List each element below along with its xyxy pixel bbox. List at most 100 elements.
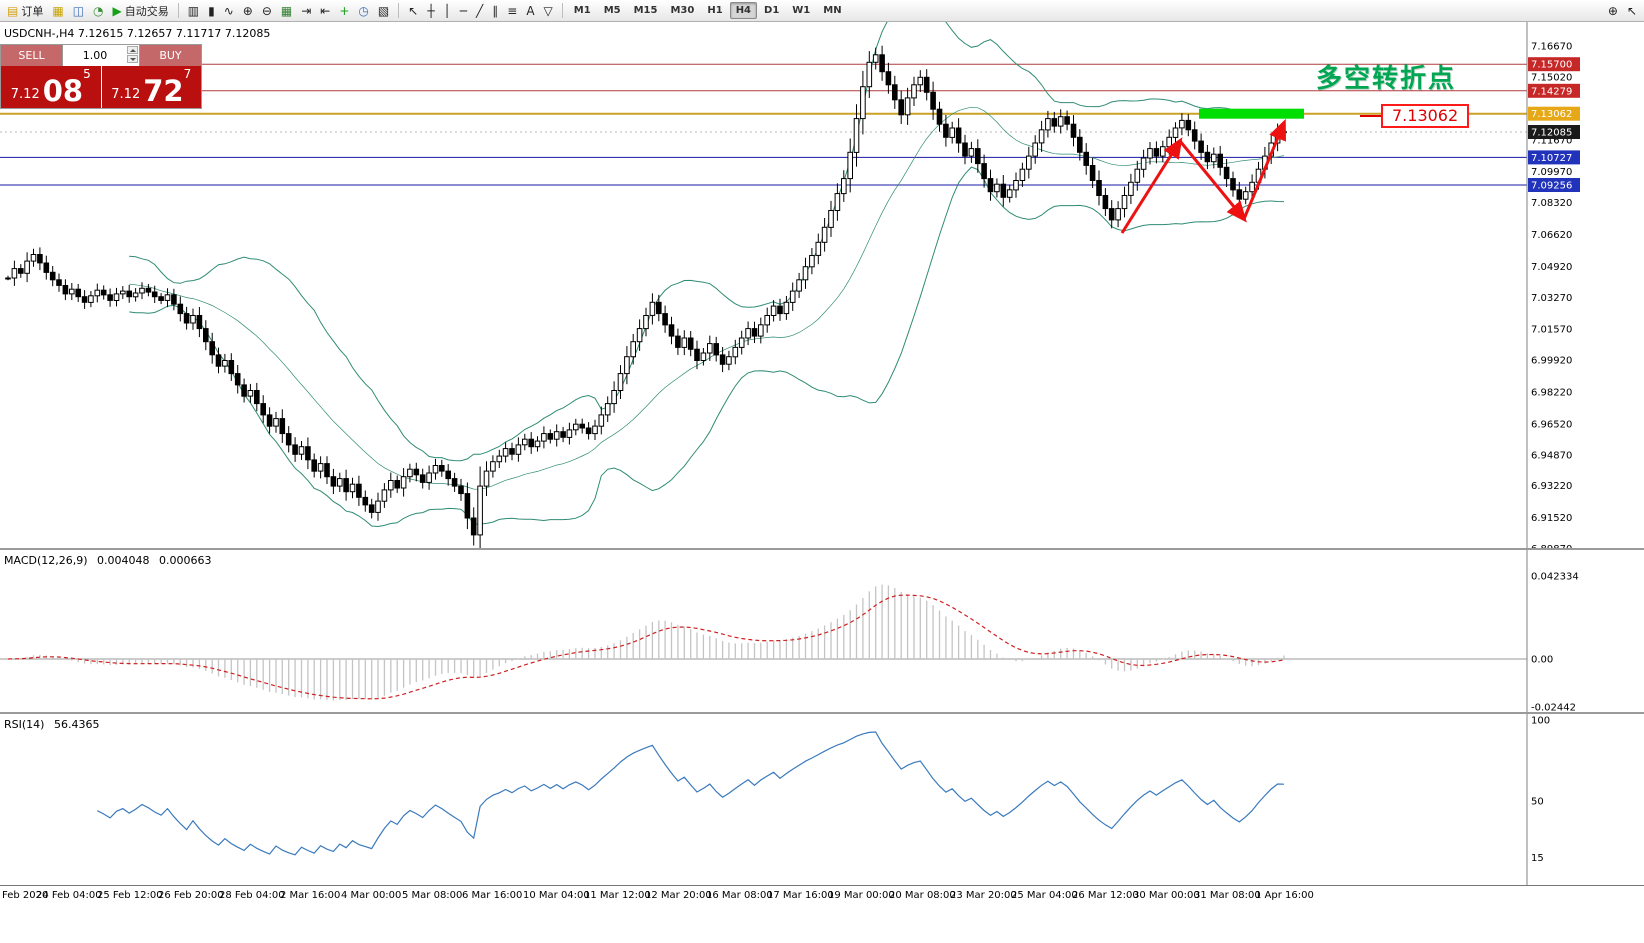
svg-text:7.04920: 7.04920 <box>1531 262 1572 273</box>
timeframe-m15[interactable]: M15 <box>628 2 664 19</box>
svg-text:7.15700: 7.15700 <box>1531 60 1572 71</box>
time-axis[interactable]: Feb 2020 24 Feb 04:00 25 Feb 12:00 26 Feb 2… <box>0 885 1644 909</box>
time-axis-label: 26 Mar 12:00 <box>1072 890 1139 901</box>
timeframe-mn[interactable]: MN <box>817 2 847 19</box>
time-axis-label: 19 Mar 00:00 <box>828 890 895 901</box>
time-axis-label: 25 Mar 04:00 <box>1011 890 1078 901</box>
svg-text:7.09970: 7.09970 <box>1531 167 1572 178</box>
svg-text:7.11670: 7.11670 <box>1531 135 1572 146</box>
auto-scroll[interactable]: ⇥ <box>297 2 315 20</box>
autotrading-icon: ▶ <box>112 3 122 18</box>
svg-text:6.89870: 6.89870 <box>1531 544 1572 548</box>
volume-input[interactable] <box>63 45 139 66</box>
timeframe-m1[interactable]: M1 <box>568 2 597 19</box>
svg-text:-0.02442: -0.02442 <box>1531 703 1576 713</box>
main-chart-panel: 7.16670 7.15020 7.11670 7.09970 7.08320 7.066… <box>0 22 1644 548</box>
svg-text:6.91520: 6.91520 <box>1531 513 1572 524</box>
cursor[interactable]: ↖ <box>404 2 422 20</box>
volume-increase-button[interactable] <box>127 46 138 54</box>
timeframe-m30[interactable]: M30 <box>664 2 700 19</box>
main-chart-canvas[interactable]: 7.16670 7.15020 7.11670 7.09970 7.08320 7.066… <box>0 22 1644 548</box>
time-axis-label: 16 Mar 08:00 <box>706 890 773 901</box>
equidistant-channel-icon: ∥ <box>492 3 499 18</box>
text[interactable]: A <box>522 2 538 20</box>
history-center[interactable]: ◔ <box>89 2 107 20</box>
volume-decrease-button[interactable] <box>127 55 138 63</box>
time-axis-label: 23 Mar 20:00 <box>950 890 1017 901</box>
fibonacci[interactable]: ≡ <box>503 2 521 20</box>
autotrading[interactable]: ▶ 自动交易 <box>109 2 173 20</box>
chart-shift[interactable]: ⇤ <box>316 2 334 20</box>
templates[interactable]: ▧ <box>374 2 393 20</box>
time-axis-label: 17 Mar 16:00 <box>767 890 834 901</box>
turning-point-annotation[interactable]: 多空转折点 <box>1316 64 1457 94</box>
crosshair[interactable]: ┼ <box>423 2 438 20</box>
bar-chart[interactable]: ▥ <box>184 2 203 20</box>
arrows-icon: ▽ <box>543 3 553 18</box>
buy-price-pip: 7 <box>183 67 192 81</box>
auto-scroll-icon: ⇥ <box>301 3 312 18</box>
templates-icon: ▧ <box>377 3 390 18</box>
rsi-canvas[interactable]: 100 50 15 <box>0 714 1644 885</box>
vertical-line[interactable]: │ <box>440 2 455 20</box>
time-axis-label: 5 Mar 08:00 <box>402 890 463 901</box>
zoom-in[interactable]: ⊕ <box>239 2 257 20</box>
buy-button[interactable]: BUY <box>140 45 201 66</box>
zoom-out[interactable]: ⊖ <box>258 2 276 20</box>
svg-text:7.12085: 7.12085 <box>1531 128 1572 139</box>
indicators[interactable]: + <box>335 2 353 20</box>
zigzag-arrows[interactable] <box>1120 118 1286 234</box>
zoom-search-icon: ⊕ <box>1607 3 1618 18</box>
trendline[interactable]: ╱ <box>472 2 487 20</box>
rsi-indicator-panel: 100 50 15 RSI(14) 56.4365 <box>0 712 1644 885</box>
timeframe-w1[interactable]: W1 <box>786 2 816 19</box>
time-axis-label: 28 Feb 04:00 <box>219 890 285 901</box>
timeframe-m5[interactable]: M5 <box>598 2 627 19</box>
equidistant-channel[interactable]: ∥ <box>488 2 502 20</box>
macd-signal-value: 0.000663 <box>159 554 212 567</box>
new-order-icon: ▤ <box>7 3 19 18</box>
timeframe-h1[interactable]: H1 <box>701 2 728 19</box>
highlight-bar[interactable] <box>1199 108 1304 119</box>
cursor-icon: ↖ <box>408 3 419 18</box>
price-callout-label[interactable]: 7.13062 <box>1359 104 1470 128</box>
vertical-line-icon: │ <box>443 3 451 18</box>
market-watch-icon: ▦ <box>52 3 64 18</box>
rsi-value: 56.4365 <box>53 718 100 731</box>
time-axis-label: 11 Mar 12:00 <box>584 890 651 901</box>
candlestick-chart[interactable]: ▮ <box>204 2 219 20</box>
tile-windows[interactable]: ▦ <box>277 2 296 20</box>
macd-canvas[interactable]: 0.042334 0.00 -0.02442 <box>0 550 1644 712</box>
sell-button[interactable]: SELL <box>1 45 62 66</box>
svg-text:100: 100 <box>1531 716 1550 727</box>
time-axis-label: 24 Feb 04:00 <box>36 890 102 901</box>
zoom-search[interactable]: ⊕ <box>1604 2 1622 20</box>
buy-price-prefix: 7.12 <box>111 87 141 102</box>
periods[interactable]: ◷ <box>354 2 372 20</box>
horizontal-line[interactable]: ─ <box>456 2 471 20</box>
svg-text:6.96520: 6.96520 <box>1531 419 1572 430</box>
macd-label: MACD(12,26,9) 0.004048 0.000663 <box>4 554 212 567</box>
time-axis-label: Feb 2020 <box>2 890 49 901</box>
macd-scale[interactable]: 0.042334 0.00 -0.02442 <box>1531 571 1579 712</box>
data-window[interactable]: ◫ <box>69 2 88 20</box>
market-watch[interactable]: ▦ <box>48 2 67 20</box>
timeframe-d1[interactable]: D1 <box>758 2 785 19</box>
price-scale[interactable]: 7.16670 7.15020 7.11670 7.09970 7.08320 7.066… <box>1526 22 1580 548</box>
line-chart[interactable]: ∿ <box>220 2 238 20</box>
svg-text:6.98220: 6.98220 <box>1531 388 1572 399</box>
level-lines[interactable] <box>0 63 1527 186</box>
timeframe-h4[interactable]: H4 <box>729 2 758 19</box>
time-axis-label: 6 Mar 16:00 <box>462 890 523 901</box>
buy-price-button[interactable]: 7.12 72 7 <box>101 66 201 108</box>
rsi-scale[interactable]: 100 50 15 <box>1531 716 1550 865</box>
one-click-trading-widget: SELL BUY 7.12 08 5 7.12 <box>0 44 202 109</box>
arrows[interactable]: ▽ <box>540 2 557 20</box>
sell-price-button[interactable]: 7.12 08 5 <box>1 66 101 108</box>
svg-text:15: 15 <box>1531 853 1544 864</box>
fibonacci-icon: ≡ <box>507 3 518 18</box>
data-window-icon: ◫ <box>72 3 85 18</box>
pointer-tool[interactable]: ↖ <box>1623 2 1641 20</box>
new-order[interactable]: ▤ 订单 <box>3 2 47 20</box>
toolbar-separator <box>561 3 563 18</box>
